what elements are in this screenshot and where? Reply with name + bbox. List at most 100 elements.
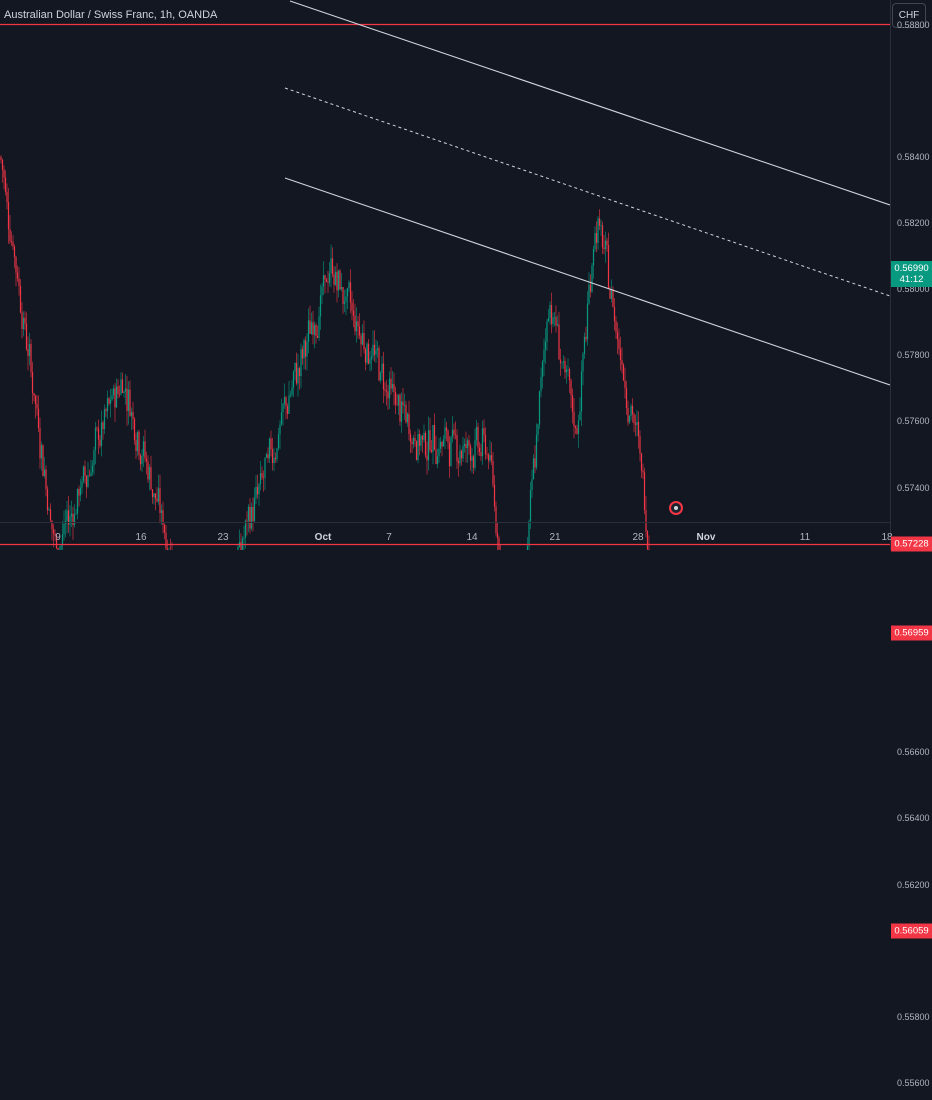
time-tick-label: 14 [466,532,478,543]
candle-body [612,289,614,308]
candle-body [76,488,79,514]
candle-body [577,420,580,434]
time-tick-label: 11 [799,532,811,543]
price-tick-label: 0.57400 [897,482,930,493]
candle-body [0,156,2,160]
candle-body [609,288,611,299]
price-tick-label: 0.58200 [897,217,930,228]
candle-body [30,343,32,372]
candle-body [567,369,569,370]
candle-body [144,441,146,459]
candle-body [613,307,616,322]
candle-body [556,324,559,326]
candle-body [382,363,385,390]
candle-body [331,258,334,275]
price-tick-label: 0.58000 [897,284,930,295]
candle-body [280,412,283,425]
candle-body [154,493,157,499]
candle-body [592,249,595,266]
candle-body [565,369,568,373]
candle-body [636,421,638,425]
candle-body [313,324,316,335]
candle-body [412,437,415,445]
candle-body [562,361,565,363]
candle-body [585,336,587,340]
candle-body [288,395,290,414]
level-price-tag: 0.56059 [891,923,932,939]
candle-body [358,326,361,336]
candle-body [108,398,110,404]
candle-body [271,449,274,463]
candle-body [387,391,389,399]
candle-body [582,353,584,372]
candle-body [94,427,97,451]
candle-body [532,458,535,480]
candle-body [63,523,65,535]
candle-body [27,349,29,356]
candle-body [424,432,427,456]
candle-body [528,521,530,546]
candle-body [148,467,151,480]
candle-body [625,388,628,409]
candle-body [432,425,434,452]
candle-body [321,286,323,296]
candle-body [259,473,262,485]
candle-body [72,513,74,525]
candle-body [52,529,55,534]
candle-body [471,456,473,461]
candle-body [297,368,299,384]
candle-body [256,486,259,495]
candle-body [394,391,397,405]
candle-body [289,394,292,396]
candle-body [631,405,634,415]
candle-body [48,509,50,511]
candle-body [162,510,164,525]
currency-button[interactable]: CHF [892,3,926,28]
candle-body [534,458,536,468]
candle-body [303,340,305,359]
candle-body [481,428,484,457]
candle-body [447,430,449,443]
candle-body [601,225,604,248]
candle-body [408,413,410,435]
candle-body [244,520,247,538]
candle-body [357,321,359,327]
candle-body [445,427,448,431]
candle-body [493,484,496,507]
candle-body [264,457,266,478]
candle-body [399,394,401,422]
candle-body [73,514,76,525]
candle-body [36,403,38,409]
candle-body [352,310,355,316]
candle-body [561,362,563,364]
candle-body [91,465,94,473]
candle-body [87,475,89,487]
candle-body [268,438,271,459]
channel-upper-line [289,0,891,206]
candle-body [330,258,332,273]
candle-body [337,270,340,291]
economic-event-icon[interactable] [669,501,683,515]
candle-body [409,434,412,442]
candle-body [619,349,622,361]
candle-body [96,427,98,429]
candle-body [277,434,280,449]
candle-body [459,450,461,464]
candle-body [82,466,85,482]
candle-body [397,394,400,406]
candle-body [327,282,329,283]
candle-body [286,406,289,414]
candle-body [276,448,278,460]
candle-body [547,317,550,322]
time-tick-label: 7 [386,532,392,543]
candle-body [130,412,133,417]
price-chart[interactable] [0,0,932,550]
candle-body [22,317,25,330]
candle-body [322,275,325,287]
candle-body [477,426,479,448]
candle-body [51,520,53,530]
candle-body [559,359,562,363]
candle-body [606,240,608,246]
candle-body [390,378,392,389]
candle-body [468,440,470,446]
